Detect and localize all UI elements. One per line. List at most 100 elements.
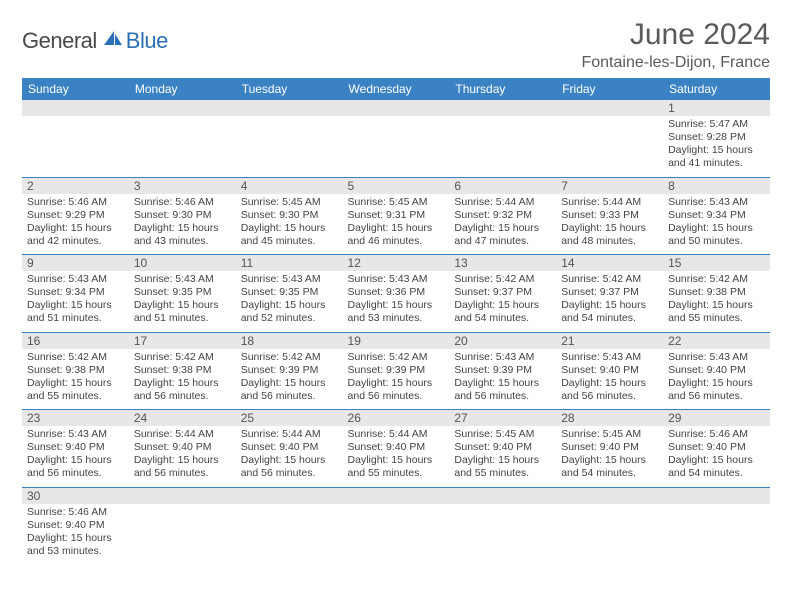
calendar-cell: 13Sunrise: 5:42 AMSunset: 9:37 PMDayligh… [449,255,556,333]
sunset-text: Sunset: 9:40 PM [454,441,551,454]
calendar-cell-empty [556,487,663,564]
calendar-cell: 17 Sunrise: 5:42 AMSunset: 9:38 PMDayligh… [129,332,236,410]
sunset-text: Sunset: 9:35 PM [241,286,338,299]
brand-word-1: General [22,28,97,54]
sunset-text: Sunset: 9:40 PM [561,441,658,454]
calendar-cell: 12 Sunrise: 5:43 AMSunset: 9:36 PMDayligh… [343,255,450,333]
daylight-text-1: Daylight: 15 hours [134,377,231,390]
calendar-week-row: 2Sunrise: 5:46 AMSunset: 9:29 PMDaylight… [22,177,770,255]
day-number: 28 [556,410,663,426]
sunset-text: Sunset: 9:39 PM [348,364,445,377]
day-number: 10 [129,255,236,271]
sunrise-text: Sunrise: 5:44 AM [241,428,338,441]
sunset-text: Sunset: 9:28 PM [668,131,765,144]
calendar-cell-empty [343,100,450,177]
daylight-text-1: Daylight: 15 hours [454,377,551,390]
daylight-text-2: and 55 minutes. [454,467,551,480]
title-block: June 2024 Fontaine-les-Dijon, France [581,18,770,72]
calendar-cell-empty [663,487,770,564]
day-number: 25 [236,410,343,426]
calendar-cell: 3Sunrise: 5:46 AMSunset: 9:30 PMDaylight… [129,177,236,255]
sunset-text: Sunset: 9:30 PM [134,209,231,222]
daylight-text-2: and 45 minutes. [241,235,338,248]
daylight-text-1: Daylight: 15 hours [27,377,124,390]
sunrise-text: Sunrise: 5:42 AM [348,351,445,364]
day-number: 29 [663,410,770,426]
sunrise-text: Sunrise: 5:45 AM [241,196,338,209]
sunrise-text: Sunrise: 5:43 AM [134,273,231,286]
sunrise-text: Sunrise: 5:46 AM [27,506,124,519]
sunset-text: Sunset: 9:35 PM [134,286,231,299]
daylight-text-2: and 54 minutes. [561,467,658,480]
calendar-cell: 16Sunrise: 5:42 AMSunset: 9:38 PMDayligh… [22,332,129,410]
calendar-cell: 28Sunrise: 5:45 AMSunset: 9:40 PMDayligh… [556,410,663,488]
daylight-text-2: and 56 minutes. [134,390,231,403]
daylight-text-1: Daylight: 15 hours [561,454,658,467]
daylight-text-1: Daylight: 15 hours [27,532,124,545]
daylight-text-1: Daylight: 15 hours [348,299,445,312]
sunrise-text: Sunrise: 5:46 AM [134,196,231,209]
daylight-text-2: and 51 minutes. [27,312,124,325]
calendar-cell: 14Sunrise: 5:42 AMSunset: 9:37 PMDayligh… [556,255,663,333]
sunrise-text: Sunrise: 5:42 AM [241,351,338,364]
daylight-text-1: Daylight: 15 hours [348,454,445,467]
sunrise-text: Sunrise: 5:42 AM [561,273,658,286]
sunset-text: Sunset: 9:30 PM [241,209,338,222]
daylight-text-2: and 46 minutes. [348,235,445,248]
sunset-text: Sunset: 9:38 PM [27,364,124,377]
day-number-bar [449,488,556,504]
day-number-bar [663,488,770,504]
sunrise-text: Sunrise: 5:42 AM [134,351,231,364]
day-number: 15 [663,255,770,271]
day-number: 24 [129,410,236,426]
calendar-table: Sunday Monday Tuesday Wednesday Thursday… [22,78,770,564]
sunset-text: Sunset: 9:40 PM [27,519,124,532]
sunset-text: Sunset: 9:34 PM [27,286,124,299]
calendar-week-row: 23Sunrise: 5:43 AMSunset: 9:40 PMDayligh… [22,410,770,488]
daylight-text-2: and 56 minutes. [134,467,231,480]
daylight-text-2: and 54 minutes. [561,312,658,325]
sunset-text: Sunset: 9:31 PM [348,209,445,222]
daylight-text-2: and 56 minutes. [454,390,551,403]
calendar-cell: 8Sunrise: 5:43 AMSunset: 9:34 PMDaylight… [663,177,770,255]
day-number: 1 [663,100,770,116]
calendar-cell: 29Sunrise: 5:46 AMSunset: 9:40 PMDayligh… [663,410,770,488]
calendar-cell-empty [236,487,343,564]
calendar-cell: 22Sunrise: 5:43 AMSunset: 9:40 PMDayligh… [663,332,770,410]
sunrise-text: Sunrise: 5:43 AM [241,273,338,286]
sunset-text: Sunset: 9:40 PM [668,441,765,454]
day-number: 12 [343,255,450,271]
daylight-text-2: and 50 minutes. [668,235,765,248]
weekday-header: Wednesday [343,78,450,100]
sunset-text: Sunset: 9:40 PM [134,441,231,454]
sunset-text: Sunset: 9:38 PM [134,364,231,377]
calendar-cell-empty [22,100,129,177]
sunset-text: Sunset: 9:40 PM [561,364,658,377]
daylight-text-2: and 55 minutes. [27,390,124,403]
calendar-cell: 20Sunrise: 5:43 AMSunset: 9:39 PMDayligh… [449,332,556,410]
sunset-text: Sunset: 9:32 PM [454,209,551,222]
daylight-text-1: Daylight: 15 hours [454,222,551,235]
day-number: 8 [663,178,770,194]
day-number: 13 [449,255,556,271]
daylight-text-2: and 56 minutes. [561,390,658,403]
sunrise-text: Sunrise: 5:42 AM [454,273,551,286]
daylight-text-1: Daylight: 15 hours [241,299,338,312]
day-number: 17 [129,333,236,349]
sunset-text: Sunset: 9:34 PM [668,209,765,222]
calendar-cell: 27Sunrise: 5:45 AMSunset: 9:40 PMDayligh… [449,410,556,488]
calendar-cell: 30Sunrise: 5:46 AMSunset: 9:40 PMDayligh… [22,487,129,564]
calendar-cell: 15Sunrise: 5:42 AMSunset: 9:38 PMDayligh… [663,255,770,333]
calendar-cell-empty [343,487,450,564]
calendar-week-row: 16Sunrise: 5:42 AMSunset: 9:38 PMDayligh… [22,332,770,410]
calendar-cell: 26Sunrise: 5:44 AMSunset: 9:40 PMDayligh… [343,410,450,488]
sunrise-text: Sunrise: 5:43 AM [348,273,445,286]
brand-logo: General Blue [22,28,168,54]
sunset-text: Sunset: 9:36 PM [348,286,445,299]
sunset-text: Sunset: 9:33 PM [561,209,658,222]
calendar-cell: 7Sunrise: 5:44 AMSunset: 9:33 PMDaylight… [556,177,663,255]
daylight-text-1: Daylight: 15 hours [561,299,658,312]
daylight-text-1: Daylight: 15 hours [561,377,658,390]
sunrise-text: Sunrise: 5:43 AM [454,351,551,364]
calendar-week-row: 30Sunrise: 5:46 AMSunset: 9:40 PMDayligh… [22,487,770,564]
